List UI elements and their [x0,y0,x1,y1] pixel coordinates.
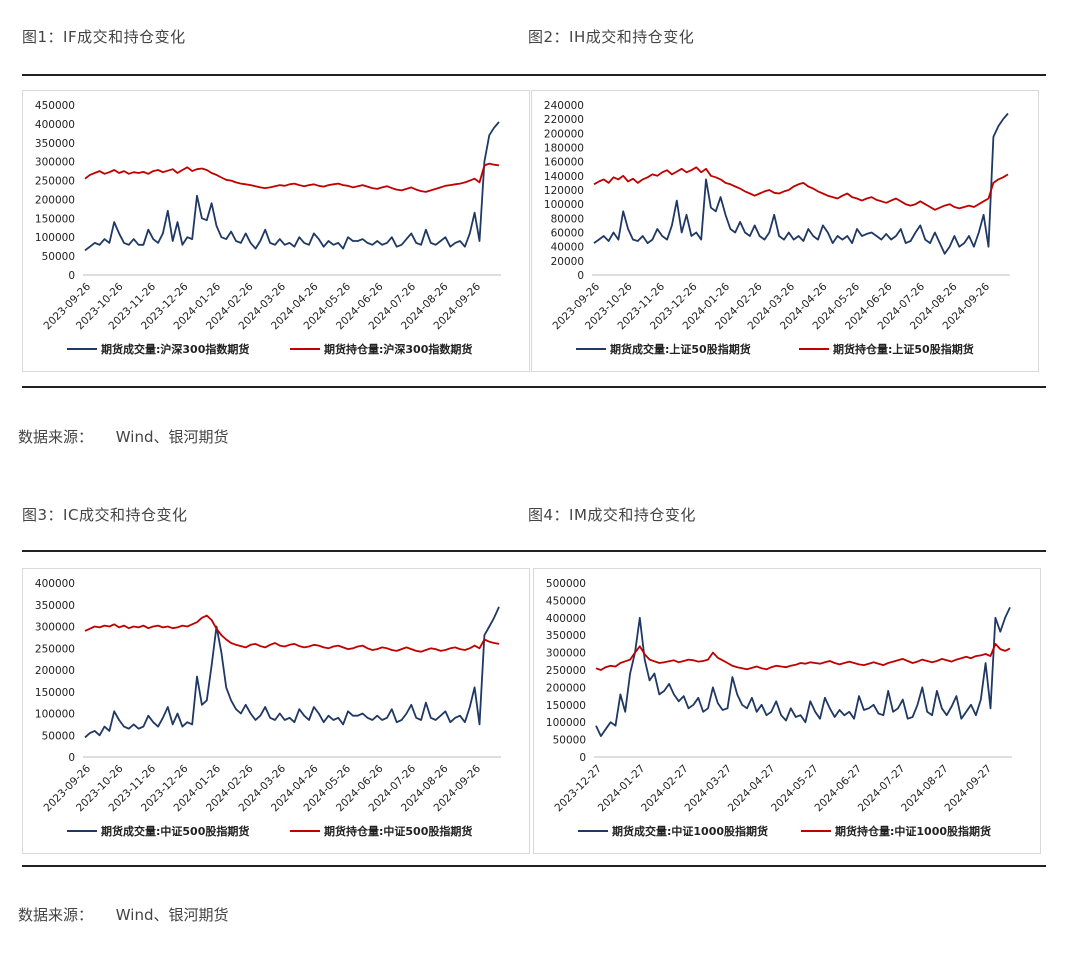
y-tick-label: 200000 [35,194,75,206]
data-source-1: 数据来源： Wind、银河期货 [18,426,229,447]
y-tick-label: 350000 [35,138,75,150]
y-tick-label: 400000 [35,119,75,131]
y-tick-label: 150000 [546,700,586,712]
bottom-rule-1 [22,386,1046,388]
y-tick-label: 180000 [544,143,584,155]
y-tick-label: 100000 [35,232,75,244]
y-tick-label: 300000 [35,622,75,634]
y-tick-label: 60000 [551,228,584,240]
y-tick-label: 500000 [546,578,586,590]
y-tick-label: 200000 [544,128,584,140]
volume-series-line [595,607,1011,738]
y-tick-label: 250000 [35,643,75,655]
legend-label: 期货持仓量:中证1000股指期货 [835,824,991,838]
y-tick-label: 0 [577,270,584,282]
y-tick-label: 100000 [546,717,586,729]
fig1-svg: 0 50000 100000 150000 200000 250000 300000 3500… [35,100,501,356]
y-tick-label: 350000 [546,630,586,642]
figure-title-3: 图3：IC成交和持仓变化 [22,506,188,524]
y-tick-label: 0 [579,752,586,764]
chart-ic: 0 50000 100000 150000 200000 250000 300000 3500… [22,568,530,854]
y-tick-label: 300000 [546,648,586,660]
y-tick-label: 140000 [544,171,584,183]
volume-series-line [593,112,1009,255]
data-source-2: 数据来源： Wind、银河期货 [18,904,229,925]
bottom-rule-2 [22,865,1046,867]
source-value: Wind、银河期货 [115,428,229,446]
y-tick-label: 160000 [544,157,584,169]
fig2-svg: 0 20000 40000 60000 80000 100000 120000 140000 1… [544,100,1010,356]
y-tick-label: 100000 [35,709,75,721]
source-label: 数据来源： [18,906,94,924]
open-interest-series-line [84,162,500,193]
chart-im: 0 50000 100000 150000 200000 250000 300000 3500… [533,568,1041,854]
open-interest-series-line [593,166,1009,211]
chart-if: 0 50000 100000 150000 200000 250000 300000 3500… [22,90,530,372]
y-tick-label: 250000 [546,665,586,677]
y-tick-label: 450000 [546,595,586,607]
fig4-svg: 0 50000 100000 150000 200000 250000 300000 3500… [546,578,1012,838]
source-label: 数据来源： [18,428,94,446]
y-tick-label: 150000 [35,213,75,225]
y-tick-label: 300000 [35,157,75,169]
y-tick-label: 250000 [35,176,75,188]
open-interest-series-line [595,643,1011,671]
y-tick-label: 150000 [35,687,75,699]
y-tick-label: 80000 [551,213,584,225]
y-tick-label: 100000 [544,199,584,211]
top-rule-2 [22,550,1046,552]
legend-label: 期货成交量:上证50股指期货 [610,342,751,356]
volume-series-line [84,121,500,252]
y-tick-label: 450000 [35,100,75,112]
y-tick-label: 20000 [551,256,584,268]
figure-title-1: 图1：IF成交和持仓变化 [22,28,186,46]
y-tick-label: 200000 [35,665,75,677]
x-tick-label: 2024-09-27 [942,763,994,815]
figure-title-4: 图4：IM成交和持仓变化 [528,506,696,524]
y-tick-label: 200000 [546,682,586,694]
chart-ih: 0 20000 40000 60000 80000 100000 120000 140000 1… [531,90,1039,372]
y-tick-label: 0 [68,270,75,282]
y-tick-label: 0 [68,752,75,764]
y-tick-label: 40000 [551,242,584,254]
y-tick-label: 50000 [42,730,75,742]
y-tick-label: 240000 [544,100,584,112]
y-tick-label: 400000 [546,613,586,625]
y-tick-label: 220000 [544,114,584,126]
legend-label: 期货持仓量:上证50股指期货 [833,342,974,356]
legend-label: 期货持仓量:中证500股指期货 [324,824,472,838]
legend-label: 期货持仓量:沪深300指数期货 [324,342,472,356]
y-tick-label: 50000 [42,251,75,263]
open-interest-series-line [84,614,500,653]
y-tick-label: 120000 [544,185,584,197]
legend-label: 期货成交量:中证500股指期货 [101,824,249,838]
figure-title-2: 图2：IH成交和持仓变化 [528,28,695,46]
y-tick-label: 400000 [35,578,75,590]
legend-label: 期货成交量:中证1000股指期货 [612,824,768,838]
y-tick-label: 50000 [553,735,586,747]
source-value: Wind、银河期货 [115,906,229,924]
fig3-svg: 0 50000 100000 150000 200000 250000 300000 3500… [35,578,501,838]
legend-label: 期货成交量:沪深300指数期货 [101,342,249,356]
top-rule-1 [22,74,1046,76]
volume-series-line [84,606,500,739]
y-tick-label: 350000 [35,600,75,612]
